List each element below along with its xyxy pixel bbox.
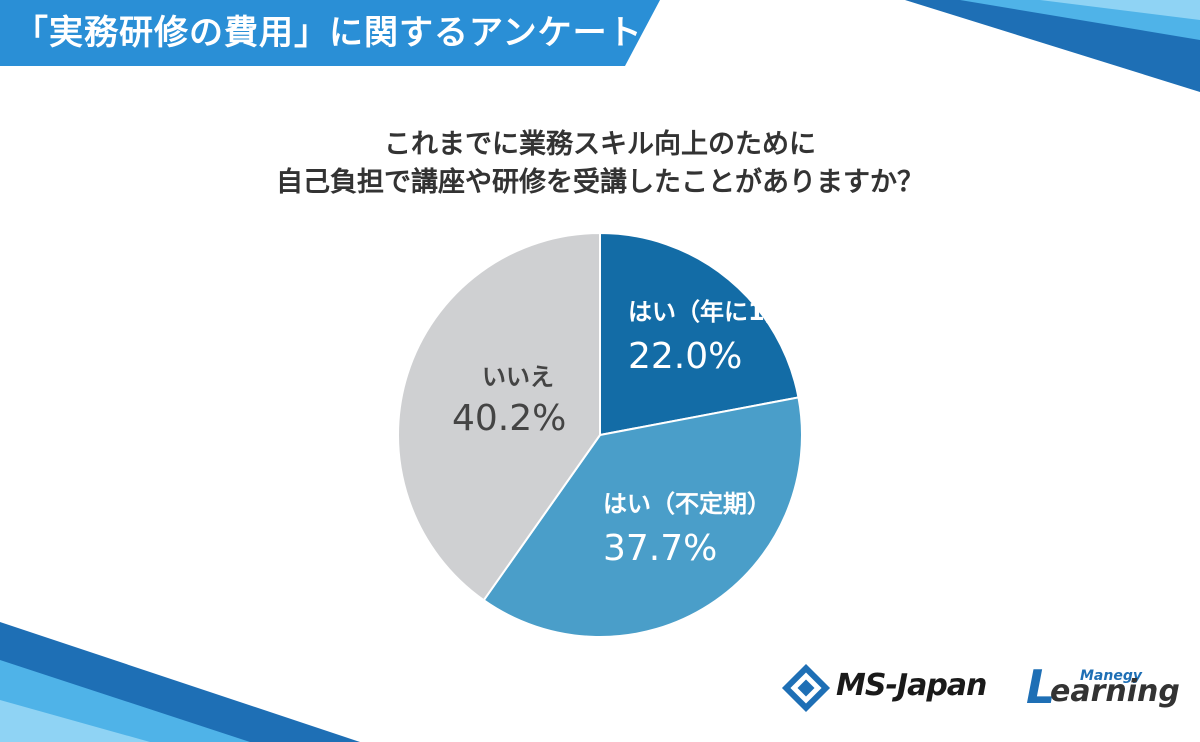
- slice-yes-regular: [599, 231, 800, 437]
- header-banner: [0, 0, 660, 66]
- bottom-left-stripe-pale: [0, 700, 150, 742]
- slice-yes-irregular: [482, 396, 803, 638]
- slice-yes-irregular-value: 37.7%: [603, 528, 717, 569]
- learning-logo-initial: L: [1026, 660, 1056, 714]
- top-right-stripe-pale: [1040, 0, 1200, 20]
- learning-logo-text: earning: [1050, 674, 1180, 709]
- slice-yes-regular-value: 22.0%: [628, 336, 742, 377]
- manegy-logo-text: Manegy: [1080, 668, 1142, 684]
- slice-no: [397, 231, 601, 602]
- slice-yes-irregular-label: はい（不定期）: [603, 490, 771, 518]
- question-line-1: これまでに業務スキル向上のために: [384, 129, 816, 160]
- slice-no-value: 40.2%: [452, 398, 566, 439]
- question-text: これまでに業務スキル向上のために 自己負担で講座や研修を受講したことがありますか…: [0, 126, 1200, 202]
- slice-yes-regular-label: はい（年に1回以上定期的に）: [628, 298, 957, 326]
- page-title: 「実務研修の費用」に関するアンケート: [14, 13, 643, 53]
- slice-no-label: いいえ: [482, 363, 554, 391]
- ms-japan-logo-text: MS-Japan: [836, 668, 987, 703]
- question-line-2: 自己負担で講座や研修を受講したことがありますか？: [276, 167, 924, 198]
